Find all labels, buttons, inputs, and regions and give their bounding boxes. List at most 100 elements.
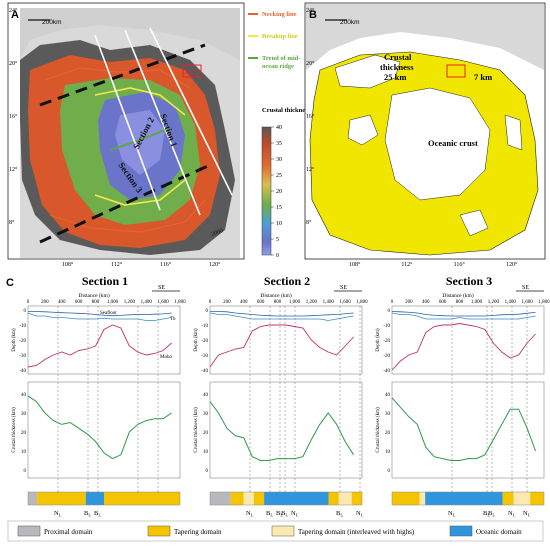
lat-tick-label: 16° (306, 113, 315, 120)
depth-ylabel: Depth (km) (194, 328, 199, 352)
distance-axis-label: Distance (km) (260, 292, 291, 299)
moho-label: Moho (160, 355, 172, 360)
necking-line-south (49, 199, 206, 233)
domain-segment (210, 492, 231, 505)
series-crustal-thickness (391, 397, 537, 461)
thickness-tick-label: 20 (203, 431, 209, 436)
distance-tick-label: 1,400 (505, 300, 517, 305)
lat-tick-label: 12° (306, 166, 315, 173)
domain-segment (338, 492, 352, 505)
distance-tick-label: 800 (456, 300, 464, 305)
distance-tick-label: 1,000 (471, 300, 483, 305)
colorbar-title: Crustal thickness (km) (262, 107, 325, 114)
lat-ticks-b: 24° 20° 16° 12° 8° (306, 7, 315, 226)
series-moho (209, 324, 354, 368)
map-legend: Necking line Breakup line Trend of mid- … (248, 11, 325, 259)
thickness-tick-label: 30 (21, 412, 27, 417)
domain-boundary-label: BL (488, 510, 495, 518)
lon-tick-label: 116° (454, 261, 466, 268)
map-b-box (446, 64, 466, 78)
thickness-plot-frame (209, 381, 363, 479)
thickness-ylabel: Crustal thickness (km) (376, 407, 381, 453)
thickness-tick-label: 10 (203, 450, 209, 455)
domain-segment (37, 492, 86, 505)
domain-boundary-subscript: L (528, 513, 531, 518)
panel-label-a: A (11, 9, 19, 21)
depth-tick-label: -20 (383, 339, 390, 344)
distance-tick-label: 600 (75, 300, 83, 305)
depth-ylabel: Depth (km) (12, 328, 17, 352)
distance-tick-label: 1,200 (488, 300, 500, 305)
series-tb (27, 312, 172, 321)
domain-boundary-subscript: L (59, 513, 62, 518)
domain-boundary-subscript: L (251, 513, 254, 518)
map-b-7km-label: 7 km (474, 72, 492, 82)
series-seafloor (391, 311, 536, 317)
depth-tick-label: -30 (19, 354, 26, 359)
map-a-oceanic-core (115, 110, 165, 175)
domain-boundary-subscript: L (492, 513, 495, 518)
distance-tick-label: 200 (405, 300, 413, 305)
lat-tick-label: 12° (9, 166, 18, 173)
panel-label-b: B (309, 9, 317, 21)
thickness-tick-label: 0 (388, 469, 391, 474)
map-b-white-shelf (334, 54, 401, 89)
domain-segment (530, 492, 544, 505)
domain-segment (425, 492, 503, 505)
distance-tick-label: 800 (92, 300, 100, 305)
domain-boundary-subscript: L (280, 513, 283, 518)
thickness-tick-label: 30 (203, 412, 209, 417)
distance-axis-label: Distance (km) (442, 292, 473, 299)
distance-tick-label: 600 (257, 300, 265, 305)
breakup-line-south (94, 179, 186, 206)
thickness-plot-frame (27, 381, 181, 479)
domain-boundary-label: NL (54, 510, 62, 518)
map-b-hole-3 (504, 114, 523, 151)
domain-boundary-label: NL (356, 510, 364, 518)
domain-legend-label: Tapering domain (174, 528, 222, 536)
domain-legend-swatch (17, 525, 41, 537)
domain-segment (513, 492, 531, 505)
distance-tick-label: 800 (274, 300, 282, 305)
domain-legend: Proximal domain Tapering domain Tapering d… (7, 520, 544, 542)
domain-boundary-subscript: L (453, 513, 456, 518)
domain-legend-label: Tapering domain (interleaved with highs) (298, 528, 415, 536)
domain-boundary-subscript: L (296, 513, 299, 518)
scale-label-b: 200km (340, 19, 360, 26)
thickness-tick-label: 20 (385, 431, 391, 436)
domain-boundary-label: NL (246, 510, 254, 518)
distance-tick-label: 1,400 (141, 300, 153, 305)
lon-tick-label: 116° (160, 261, 172, 268)
lat-ticks-a: 24° 20° 16° 12° 8° (9, 7, 18, 226)
fig1-box (182, 64, 202, 78)
distance-tick-label: 1,600 (339, 300, 351, 305)
map-b-oceanic-label: Oceanic crust (428, 138, 478, 148)
series-seafloor (210, 311, 354, 317)
depth-plot-frame (27, 305, 181, 375)
ridge-trend-line (109, 127, 171, 151)
distance-tick-label: 1,800 (538, 300, 550, 305)
colorbar-tick-label: 25 (276, 173, 282, 179)
domain-boundary-label: BL (281, 510, 288, 518)
map-b-crustal-label-2: thickness (380, 62, 414, 72)
domain-segment (230, 492, 244, 505)
domain-boundary-label: BL (336, 510, 343, 518)
thickness-ylabel: Crustal thickness (km) (194, 407, 199, 453)
section-2-profile (124, 29, 201, 216)
legend-ridge-label-2: ocean ridge (262, 63, 294, 70)
distance-tick-label: 400 (240, 300, 248, 305)
series-crustal-thickness (27, 395, 172, 460)
colorbar-tick-label: 0 (276, 253, 279, 259)
depth-tick-label: -20 (19, 339, 26, 344)
distance-tick-label: 1,000 (289, 300, 301, 305)
domain-boundary-label: BL (94, 510, 101, 518)
domain-segment (85, 492, 104, 505)
lat-tick-label: 8° (306, 219, 312, 226)
map-b-hole-2 (459, 209, 489, 237)
colorbar-tick-label: 15 (276, 205, 282, 211)
se-label: SE (522, 285, 529, 291)
